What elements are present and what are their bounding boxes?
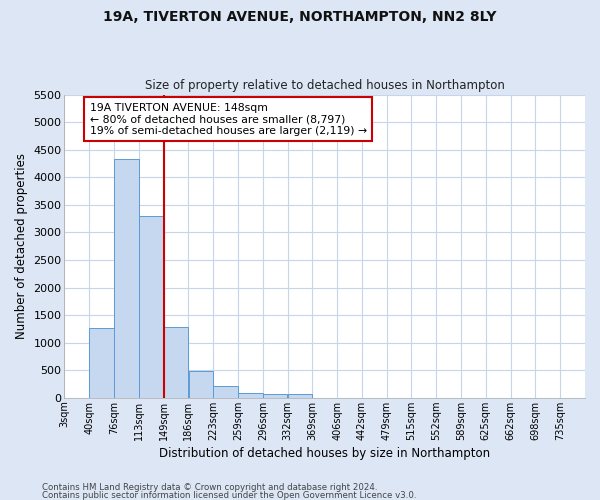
Bar (214, 386, 238, 398)
Text: Contains HM Land Registry data © Crown copyright and database right 2024.: Contains HM Land Registry data © Crown c… (42, 484, 377, 492)
Text: 19A, TIVERTON AVENUE, NORTHAMPTON, NN2 8LY: 19A, TIVERTON AVENUE, NORTHAMPTON, NN2 8… (103, 10, 497, 24)
Text: 19A TIVERTON AVENUE: 148sqm
← 80% of detached houses are smaller (8,797)
19% of : 19A TIVERTON AVENUE: 148sqm ← 80% of det… (90, 103, 367, 136)
Bar (164, 327, 188, 398)
Title: Size of property relative to detached houses in Northampton: Size of property relative to detached ho… (145, 79, 505, 92)
Text: Contains public sector information licensed under the Open Government Licence v3: Contains public sector information licen… (42, 491, 416, 500)
Bar (139, 216, 163, 398)
Bar (238, 393, 263, 398)
Bar (114, 159, 139, 398)
Y-axis label: Number of detached properties: Number of detached properties (15, 153, 28, 339)
Bar (287, 394, 312, 398)
X-axis label: Distribution of detached houses by size in Northampton: Distribution of detached houses by size … (159, 447, 490, 460)
Bar (89, 328, 114, 398)
Bar (263, 394, 287, 398)
Bar (188, 371, 213, 398)
